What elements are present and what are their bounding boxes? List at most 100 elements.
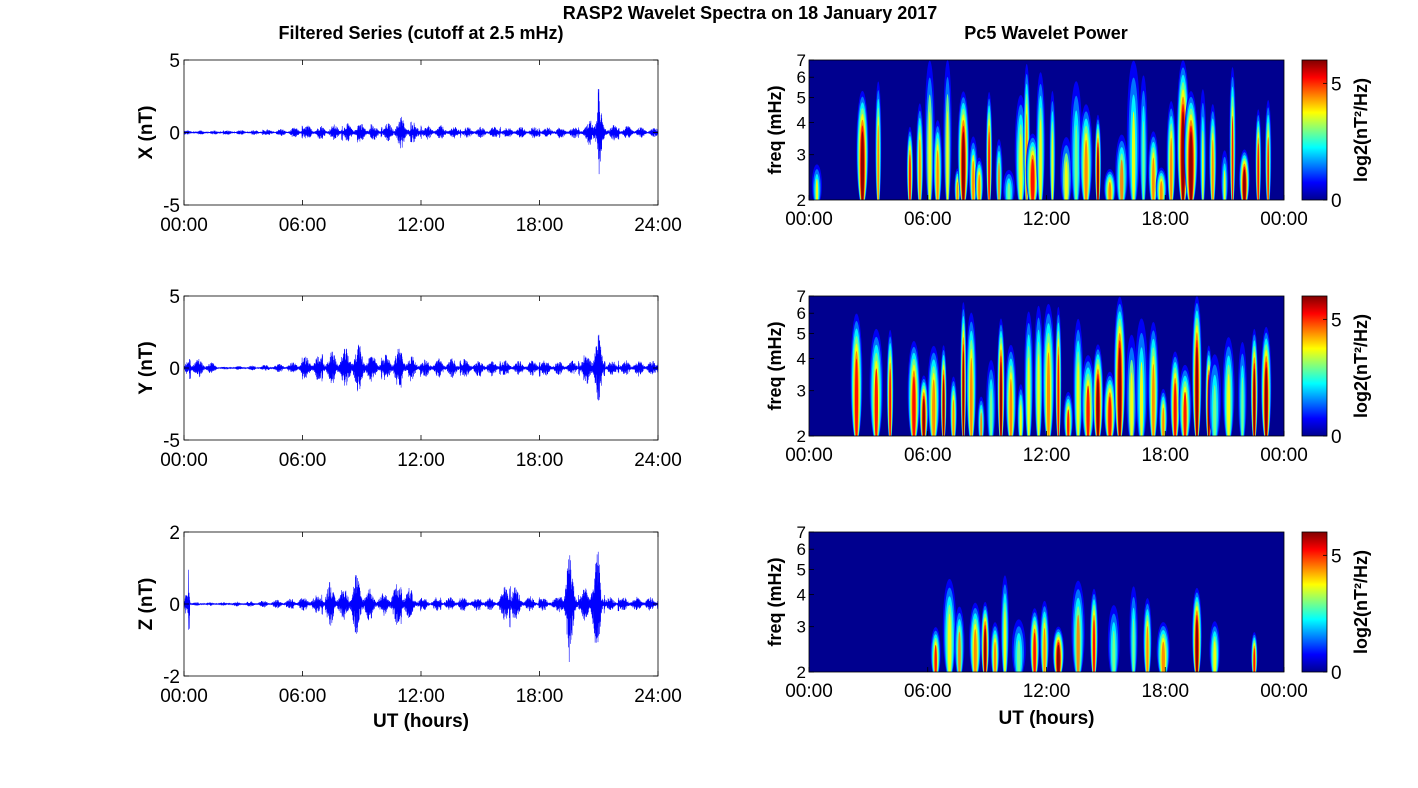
heatmap-cell [1152,364,1155,436]
heatmap-cell [1162,407,1165,436]
heatmap-cell [815,178,819,200]
heatmap-cell [1092,620,1096,672]
heatmap-cell [889,369,892,436]
x-tick-label: 06:00 [279,450,327,471]
y-tick-label: 3 [797,382,806,401]
y-tick-label: 5 [797,561,806,580]
x-tick-label: 00:00 [1260,681,1308,702]
heatmap-cell [998,162,1000,200]
heatmap-cell [1131,111,1136,200]
x-tick-label: 18:00 [516,215,564,236]
colorbar-tick-label: 5 [1331,546,1342,567]
x-tick-label: 18:00 [1141,681,1189,702]
heatmap-cell [958,631,961,672]
x-tick-label: 06:00 [904,445,952,466]
left-column-title: Filtered Series (cutoff at 2.5 mHz) [278,23,563,43]
heatmap-cell [1057,354,1060,436]
heatmap-cells [811,60,1272,200]
heatmap-cell [978,174,981,200]
series-panel-2: 00:00 06:00 12:00 18:00 24:00 -5 0 5 Y (nT) [136,287,682,471]
heatmap-cell [1161,641,1165,672]
x-tick-label: 24:00 [634,686,682,707]
heatmap-cell [1118,347,1122,436]
x-tick-label: 06:00 [279,686,327,707]
y-tick-label: 2 [169,523,180,544]
heatmap-cell [874,368,878,436]
heatmap-cell [962,351,965,436]
heatmap-cell [909,154,911,200]
heatmap-cell [1007,182,1011,200]
heatmap-cell [1130,372,1134,436]
heatmap-cell [1253,368,1256,436]
heatmap-cell [1181,111,1185,200]
y-tick-label: 2 [797,191,806,210]
heatmap-cell [1132,618,1135,672]
heatmap-cell [1009,378,1013,436]
heatmap-cell [1030,158,1035,200]
heatmap-cell [1000,361,1002,436]
heatmap-cell [1056,644,1060,672]
x-tick-label: 00:00 [160,215,208,236]
heatmap-cell [1195,346,1199,436]
y-axis-label: freq (mHz) [765,85,785,174]
x-axis-label: UT (hours) [998,708,1094,729]
heatmap-cell [973,629,977,672]
colorbar: 0 5 log2(nT²/Hz) [1301,295,1371,448]
heatmap-cell [969,357,973,436]
y-tick-label: -5 [163,196,180,217]
heatmap-cell [928,111,931,200]
colorbar-tick-label: 5 [1331,310,1342,331]
heatmap-cell [1183,391,1187,436]
x-tick-label: 00:00 [785,445,833,466]
x-tick-label: 06:00 [279,215,327,236]
heatmap-cell [1227,373,1231,436]
heatmap-cell [936,150,939,200]
heatmap-cell [1086,385,1090,436]
x-tick-label: 12:00 [397,450,445,471]
x-tick-label: 18:00 [516,686,564,707]
heatmap-cell [1231,115,1234,200]
colorbar-tick-label: 0 [1331,427,1342,448]
heatmap-cell [1139,361,1144,436]
x-tick-label: 00:00 [785,209,833,230]
heatmap-cell [1159,181,1163,200]
y-axis-label: X (nT) [136,106,157,160]
heatmap-cell [860,131,864,200]
heatmap-cell [1213,641,1217,672]
heatmap-cell [1112,630,1116,672]
heatmap-cell [1064,161,1068,200]
heatmap-cell [972,160,975,200]
x-tick-label: 00:00 [785,681,833,702]
colorbar-tick-label: 5 [1331,74,1342,95]
series-line [184,334,658,401]
y-tick-label: 5 [797,325,806,344]
y-axis-label: Y (nT) [136,341,157,394]
y-tick-label: 6 [797,304,806,323]
heatmap-cell [912,376,916,436]
heatmap-cell [1084,139,1088,200]
y-tick-label: 0 [169,124,180,145]
heatmap-cell [1076,614,1080,672]
y-tick-label: 2 [797,663,806,682]
y-tick-label: -5 [163,431,180,452]
heatmap-cell [918,139,921,200]
heatmap-cell [989,388,993,436]
y-tick-label: 7 [797,51,806,70]
y-axis-label: freq (mHz) [765,557,785,646]
x-tick-label: 18:00 [1141,209,1189,230]
y-tick-label: 3 [797,146,806,165]
y-tick-label: 3 [797,618,806,637]
heatmap-cell [1211,139,1214,200]
heatmap-cell [922,398,925,436]
heatmap-cell [877,125,880,200]
heatmap-cell [1033,632,1036,672]
heatmap-cell [1253,648,1256,672]
heatmap-cell [1076,361,1080,436]
heatmap-cell [946,111,949,200]
heatmap-cell [1120,159,1124,200]
x-tick-label: 24:00 [634,450,682,471]
